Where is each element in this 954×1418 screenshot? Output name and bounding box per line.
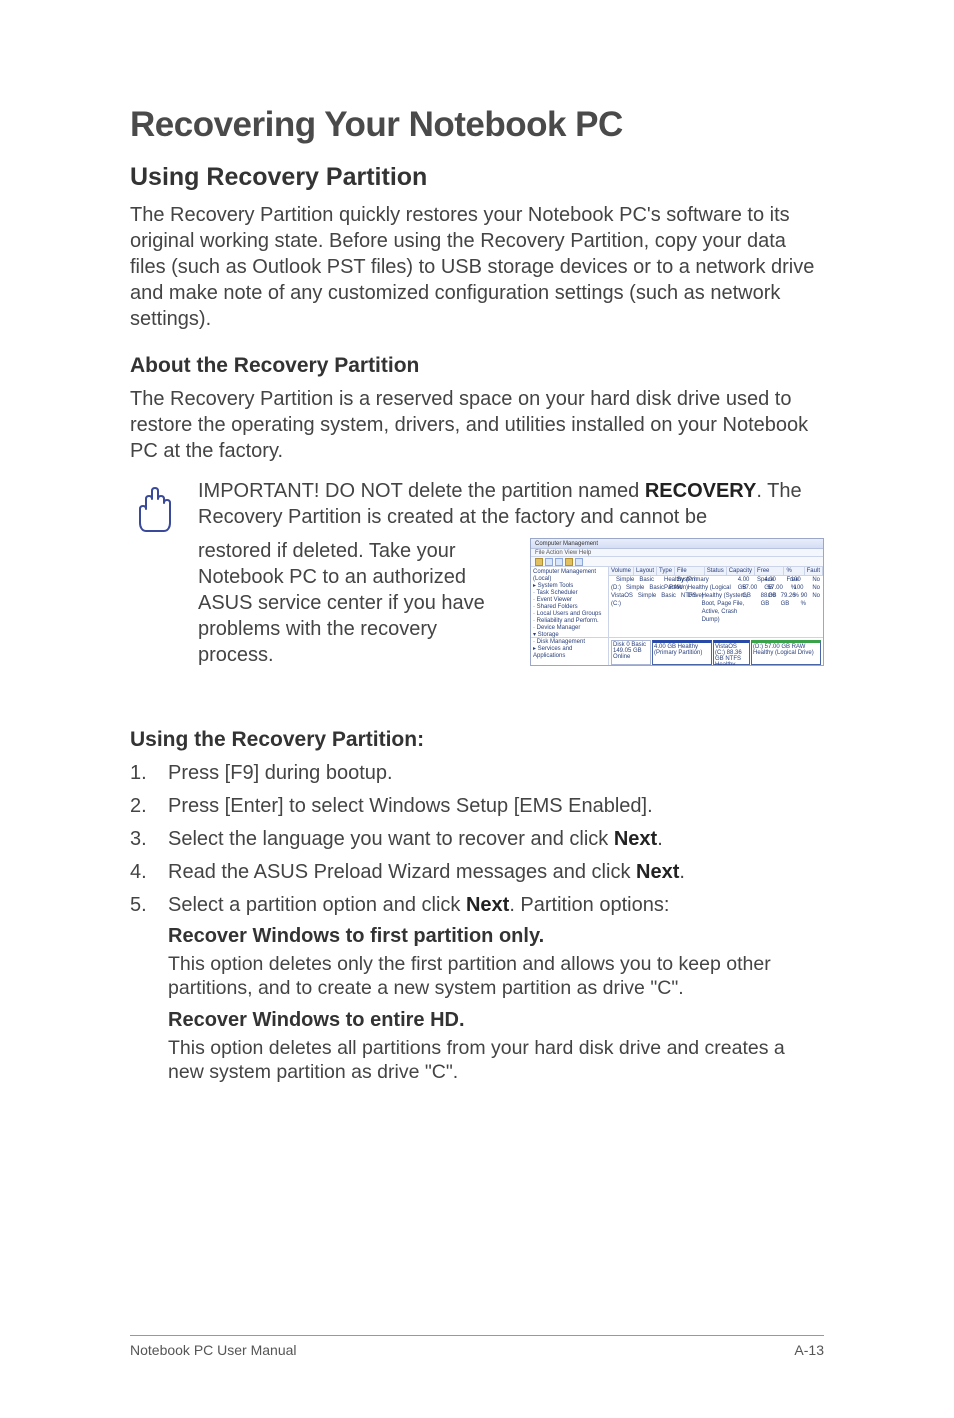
step-item: Select a partition option and click Next… <box>130 892 824 919</box>
option-text: This option deletes all partitions from … <box>168 1036 824 1085</box>
hand-icon <box>130 478 180 538</box>
subsection-heading: About the Recovery Partition <box>130 354 824 378</box>
screenshot-tree: Computer Management (Local)▸ System Tool… <box>531 567 609 637</box>
partition-d: (D:) 57.00 GB RAW Healthy (Logical Drive… <box>751 640 821 665</box>
using-partition-heading: Using the Recovery Partition: <box>130 728 824 752</box>
step-item: Read the ASUS Preload Wizard messages an… <box>130 859 824 886</box>
important-note-line1: IMPORTANT! DO NOT delete the partition n… <box>198 478 824 530</box>
page-title: Recovering Your Notebook PC <box>130 105 824 145</box>
option-heading: Recover Windows to entire HD. <box>168 1009 824 1032</box>
intro-paragraph: The Recovery Partition quickly restores … <box>130 202 824 332</box>
step-item: Press [Enter] to select Windows Setup [E… <box>130 793 824 820</box>
disk-management-screenshot: Computer Management File Action View Hel… <box>530 538 824 666</box>
footer-left: Notebook PC User Manual <box>130 1342 297 1358</box>
screenshot-table: VolumeLayoutTypeFile SystemStatusCapacit… <box>609 567 823 637</box>
partition-recovery: 4.00 GB Healthy (Primary Partition) <box>652 640 712 665</box>
screenshot-menu: File Action View Help <box>531 549 823 557</box>
partition-c: VistaOS (C:) 88.36 GB NTFS Healthy (Syst… <box>713 640 750 665</box>
footer-right: A-13 <box>794 1342 824 1358</box>
disk-label: Disk 0 Basic 149.05 GB Online <box>611 640 651 665</box>
screenshot-titlebar: Computer Management <box>531 539 823 549</box>
screenshot-toolbar <box>531 557 823 567</box>
about-paragraph: The Recovery Partition is a reserved spa… <box>130 386 824 464</box>
option-text: This option deletes only the first parti… <box>168 952 824 1001</box>
section-heading: Using Recovery Partition <box>130 163 824 192</box>
step-item: Press [F9] during bootup. <box>130 760 824 787</box>
important-note-continued: restored if deleted. Take your Notebook … <box>198 538 518 668</box>
step-item: Select the language you want to recover … <box>130 826 824 853</box>
steps-list: Press [F9] during bootup. Press [Enter] … <box>130 760 824 919</box>
page-footer: Notebook PC User Manual A-13 <box>130 1335 824 1358</box>
option-heading: Recover Windows to first partition only. <box>168 925 824 948</box>
